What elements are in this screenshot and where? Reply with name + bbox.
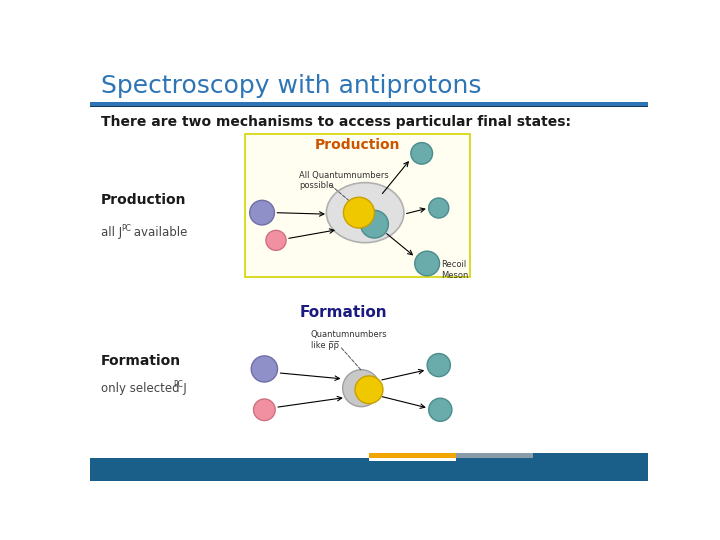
Text: PC: PC [174,380,184,389]
Bar [90,107,648,461]
Text: 15: 15 [621,462,640,476]
Text: Production: Production [101,193,186,206]
Circle shape [428,198,449,218]
Text: only selected J: only selected J [101,382,186,395]
Text: available: available [130,226,188,239]
Bar [90,456,648,457]
Text: Formation: Formation [101,354,181,368]
Circle shape [253,399,275,421]
Circle shape [250,200,274,225]
Circle shape [343,197,374,228]
Text: There are two mechanisms to access particular final states:: There are two mechanisms to access parti… [101,115,571,129]
Text: PC: PC [121,224,131,233]
Circle shape [251,356,277,382]
Bar [369,453,456,457]
Text: all J: all J [101,226,122,239]
Text: Formation: Formation [300,305,387,320]
Bar [369,457,456,461]
Text: Recoil
Meson: Recoil Meson [441,260,469,280]
Circle shape [415,251,439,276]
Bar [90,457,648,481]
Bar [90,106,648,107]
Circle shape [427,354,451,377]
Text: Quantumnumbers
like p̅p̅: Quantumnumbers like p̅p̅ [311,330,387,350]
Text: All Quantumnumbers
possible: All Quantumnumbers possible [300,171,389,191]
Bar [534,453,648,457]
Text: Production: Production [315,138,400,152]
Text: Paola Gianotti – INFN: Paola Gianotti – INFN [98,463,221,476]
Circle shape [361,211,388,238]
Bar [456,453,534,457]
Circle shape [266,231,286,251]
Circle shape [355,376,383,403]
Bar [90,102,648,106]
Text: Spectroscopy with antiprotons: Spectroscopy with antiprotons [101,75,482,98]
Bar [456,457,648,461]
Circle shape [343,370,380,407]
Bar [245,134,469,276]
Circle shape [411,143,433,164]
Circle shape [428,398,452,421]
Ellipse shape [326,183,404,242]
